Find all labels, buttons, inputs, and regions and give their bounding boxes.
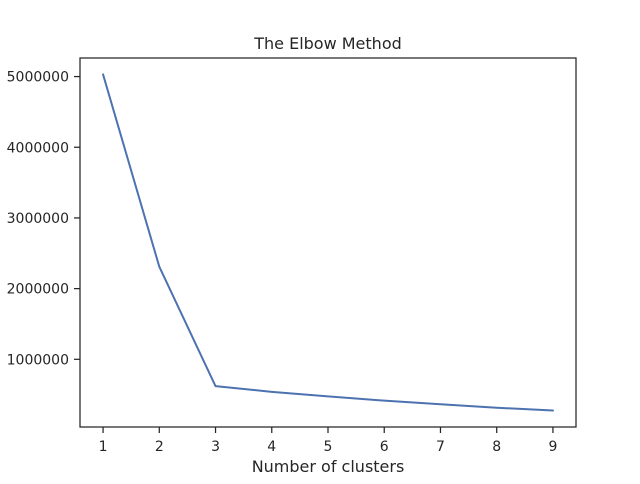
x-tick-label-5: 5 <box>324 439 333 455</box>
y-tick-label-5000000: 5000000 <box>7 70 69 86</box>
y-tick-label-1000000: 1000000 <box>7 352 69 368</box>
y-tick-label-4000000: 4000000 <box>7 140 69 156</box>
x-tick-label-8: 8 <box>492 439 501 455</box>
x-tick-label-1: 1 <box>99 439 108 455</box>
plot-frame <box>80 58 576 427</box>
x-tick-label-6: 6 <box>380 439 389 455</box>
x-tick-label-7: 7 <box>436 439 445 455</box>
plot-area: 1 2 3 4 5 6 7 8 9 1000000 2000000 3000000 4000000 500… <box>7 58 576 455</box>
x-tick-label-9: 9 <box>548 439 557 455</box>
x-axis-label: Number of clusters <box>252 457 405 476</box>
series-line-0 <box>103 74 553 410</box>
x-tick-label-4: 4 <box>267 439 276 455</box>
x-tick-label-3: 3 <box>211 439 220 455</box>
x-tick-label-2: 2 <box>155 439 164 455</box>
y-tick-label-2000000: 2000000 <box>7 282 69 298</box>
chart-title: The Elbow Method <box>253 34 402 53</box>
y-tick-label-3000000: 3000000 <box>7 211 69 227</box>
